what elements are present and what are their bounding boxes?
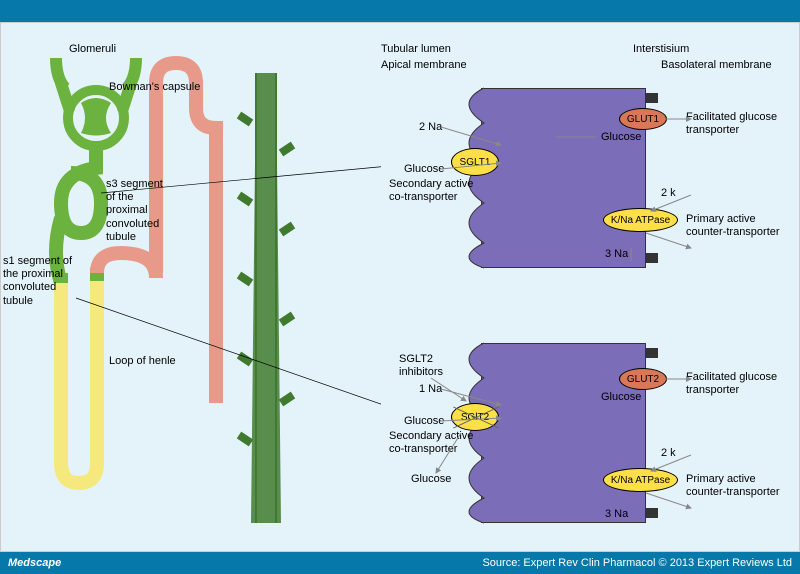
lbl-s3: s3 segment of the proximal convoluted tu… [106,178,163,244]
atpase-upper-text: K/Na ATPase [611,215,670,226]
lbl-primary-l: Primary active counter-transporter [686,473,780,499]
lbl-2k-u: 2 k [661,187,676,200]
lbl-glucose-out: Glucose [411,473,451,486]
cell-lower [481,343,646,523]
diagram-area: SGLT1 GLUT1 K/Na ATPase SGlT2 GLUT2 K/Na… [0,22,800,552]
lbl-basolateral: Basolateral membrane [661,59,772,72]
baso-lower [641,338,661,528]
bottom-bar: Medscape Source: Expert Rev Clin Pharmac… [0,552,800,574]
lbl-secondary-u: Secondary active co-transporter [389,178,473,204]
lbl-facilitated-u: Facilitated glucose transporter [686,111,777,137]
lbl-facilitated-l: Facilitated glucose transporter [686,371,777,397]
top-bar [0,0,800,22]
sglt1-text: SGLT1 [460,157,491,168]
lbl-glucose-l: Glucose [404,415,444,428]
lbl-primary-u: Primary active counter-transporter [686,213,780,239]
lbl-bowman: Bowman's capsule [109,81,200,94]
sglt2-oval: SGlT2 [451,403,499,431]
lbl-tubular: Tubular lumen [381,43,451,56]
glut1-text: GLUT1 [627,114,659,125]
lbl-secondary-l: Secondary active co-transporter [389,430,473,456]
lbl-glucose-u: Glucose [404,163,444,176]
source-text: Source: Expert Rev Clin Pharmacol © 2013… [482,557,792,569]
sglt2-text: SGlT2 [461,412,489,423]
lbl-loop: Loop of henle [109,355,176,368]
logo: Medscape [8,557,61,569]
lbl-interstisium: Interstisium [633,43,689,56]
lbl-3na-l: 3 Na [605,508,628,521]
glut2-oval: GLUT2 [619,368,667,390]
lbl-2k-l: 2 k [661,447,676,460]
lbl-3na-u: 3 Na [605,248,628,261]
glut1-oval: GLUT1 [619,108,667,130]
lbl-2na-u: 2 Na [419,121,442,134]
atpase-upper: K/Na ATPase [603,208,678,232]
lbl-glucose-lr: Glucose [601,391,641,404]
sglt1-oval: SGLT1 [451,148,499,176]
lbl-glomeruli: Glomeruli [69,43,116,56]
lbl-glucose-ur: Glucose [601,131,641,144]
atpase-lower-text: K/Na ATPase [611,475,670,486]
lbl-1na: 1 Na [419,383,442,396]
lbl-s1: s1 segment of the proximal convoluted tu… [3,255,72,308]
lbl-sglt2inh: SGLT2 inhibitors [399,353,443,379]
glut2-text: GLUT2 [627,374,659,385]
diagram-container: SGLT1 GLUT1 K/Na ATPase SGlT2 GLUT2 K/Na… [0,0,800,574]
lbl-apical: Apical membrane [381,59,467,72]
atpase-lower: K/Na ATPase [603,468,678,492]
